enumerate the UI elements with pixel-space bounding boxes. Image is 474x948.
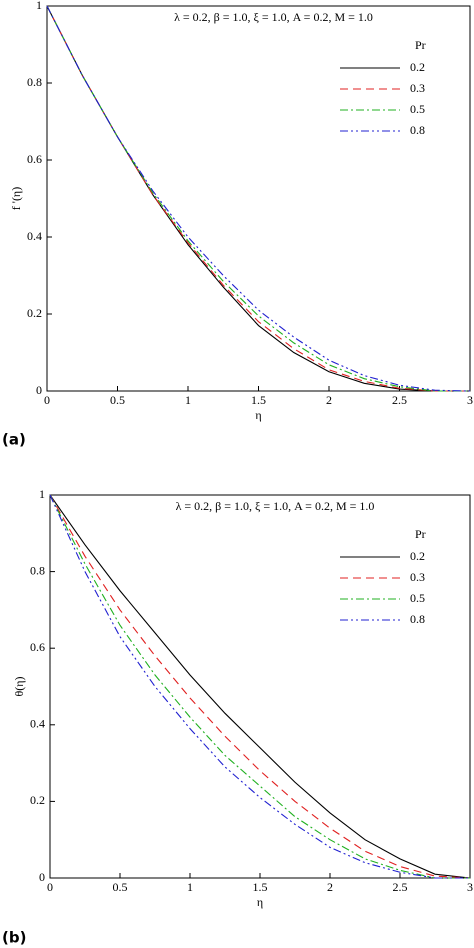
legend-label: 0.8 [410,612,425,626]
y-tick-label: 0.4 [27,229,42,243]
y-tick-label: 0.2 [27,306,42,320]
plot-frame [49,494,471,879]
y-tick-label: 0.2 [30,793,45,807]
x-tick-label: 0 [44,393,50,407]
x-tick-label: 1.5 [253,880,268,894]
legend-label: 0.5 [410,591,425,605]
x-tick-label: 0.5 [113,880,128,894]
x-tick-label: 0.5 [110,393,125,407]
legend-label: 0.8 [410,123,425,137]
legend-title: Pr [415,527,426,541]
plot-frame [46,5,471,392]
panel-label: (a) [2,431,26,449]
y-tick-label: 0.8 [27,75,42,89]
panel-label: (b) [2,929,26,947]
x-tick-label: 2.5 [392,393,407,407]
y-tick-label: 1 [36,0,42,12]
x-tick-label: 3 [467,393,473,407]
legend-label: 0.2 [410,549,425,563]
y-axis-label: f '(η) [9,187,23,210]
x-tick-label: 1.5 [251,393,266,407]
legend-label: 0.3 [410,570,425,584]
annotation: λ = 0.2, β = 1.0, ξ = 1.0, A = 0.2, M = … [176,499,375,513]
y-tick-label: 0.6 [27,152,42,166]
series-line [49,494,470,879]
y-tick-label: 0.4 [30,717,45,731]
series-line [46,5,470,392]
x-tick-label: 2.5 [393,880,408,894]
y-tick-label: 0 [39,870,45,884]
y-tick-label: 1 [39,487,45,501]
series-line [46,5,471,392]
legend-label: 0.5 [410,102,425,116]
series-line [46,5,470,392]
y-tick-label: 0 [36,383,42,397]
x-tick-label: 2 [326,393,332,407]
x-tick-label: 2 [327,880,333,894]
x-axis-label: η [257,895,263,909]
series-line [46,5,470,392]
chart-panel: 0 0.5 1 1.5 2 2.5 3 0 0.2 0.4 0.6 0.8 1 η f '(η) λ = 0.… [2,0,473,449]
series-line [49,494,471,879]
y-tick-label: 0.8 [30,563,45,577]
y-tick-label: 0.6 [30,640,45,654]
x-tick-label: 1 [187,880,193,894]
x-axis-label: η [255,408,261,422]
legend-label: 0.2 [410,60,425,74]
x-tick-label: 3 [467,880,473,894]
legend-label: 0.3 [410,81,425,95]
annotation: λ = 0.2, β = 1.0, ξ = 1.0, A = 0.2, M = … [174,10,373,24]
y-axis-label: θ(η) [12,676,26,696]
legend-title: Pr [415,38,426,52]
series-line [49,494,470,879]
series-line [49,494,471,879]
x-tick-label: 0 [47,880,53,894]
chart-panel: 0 0.5 1 1.5 2 2.5 3 0 0.2 0.4 0.6 0.8 1 η θ(η) λ = 0.2,… [2,487,473,947]
x-tick-label: 1 [185,393,191,407]
